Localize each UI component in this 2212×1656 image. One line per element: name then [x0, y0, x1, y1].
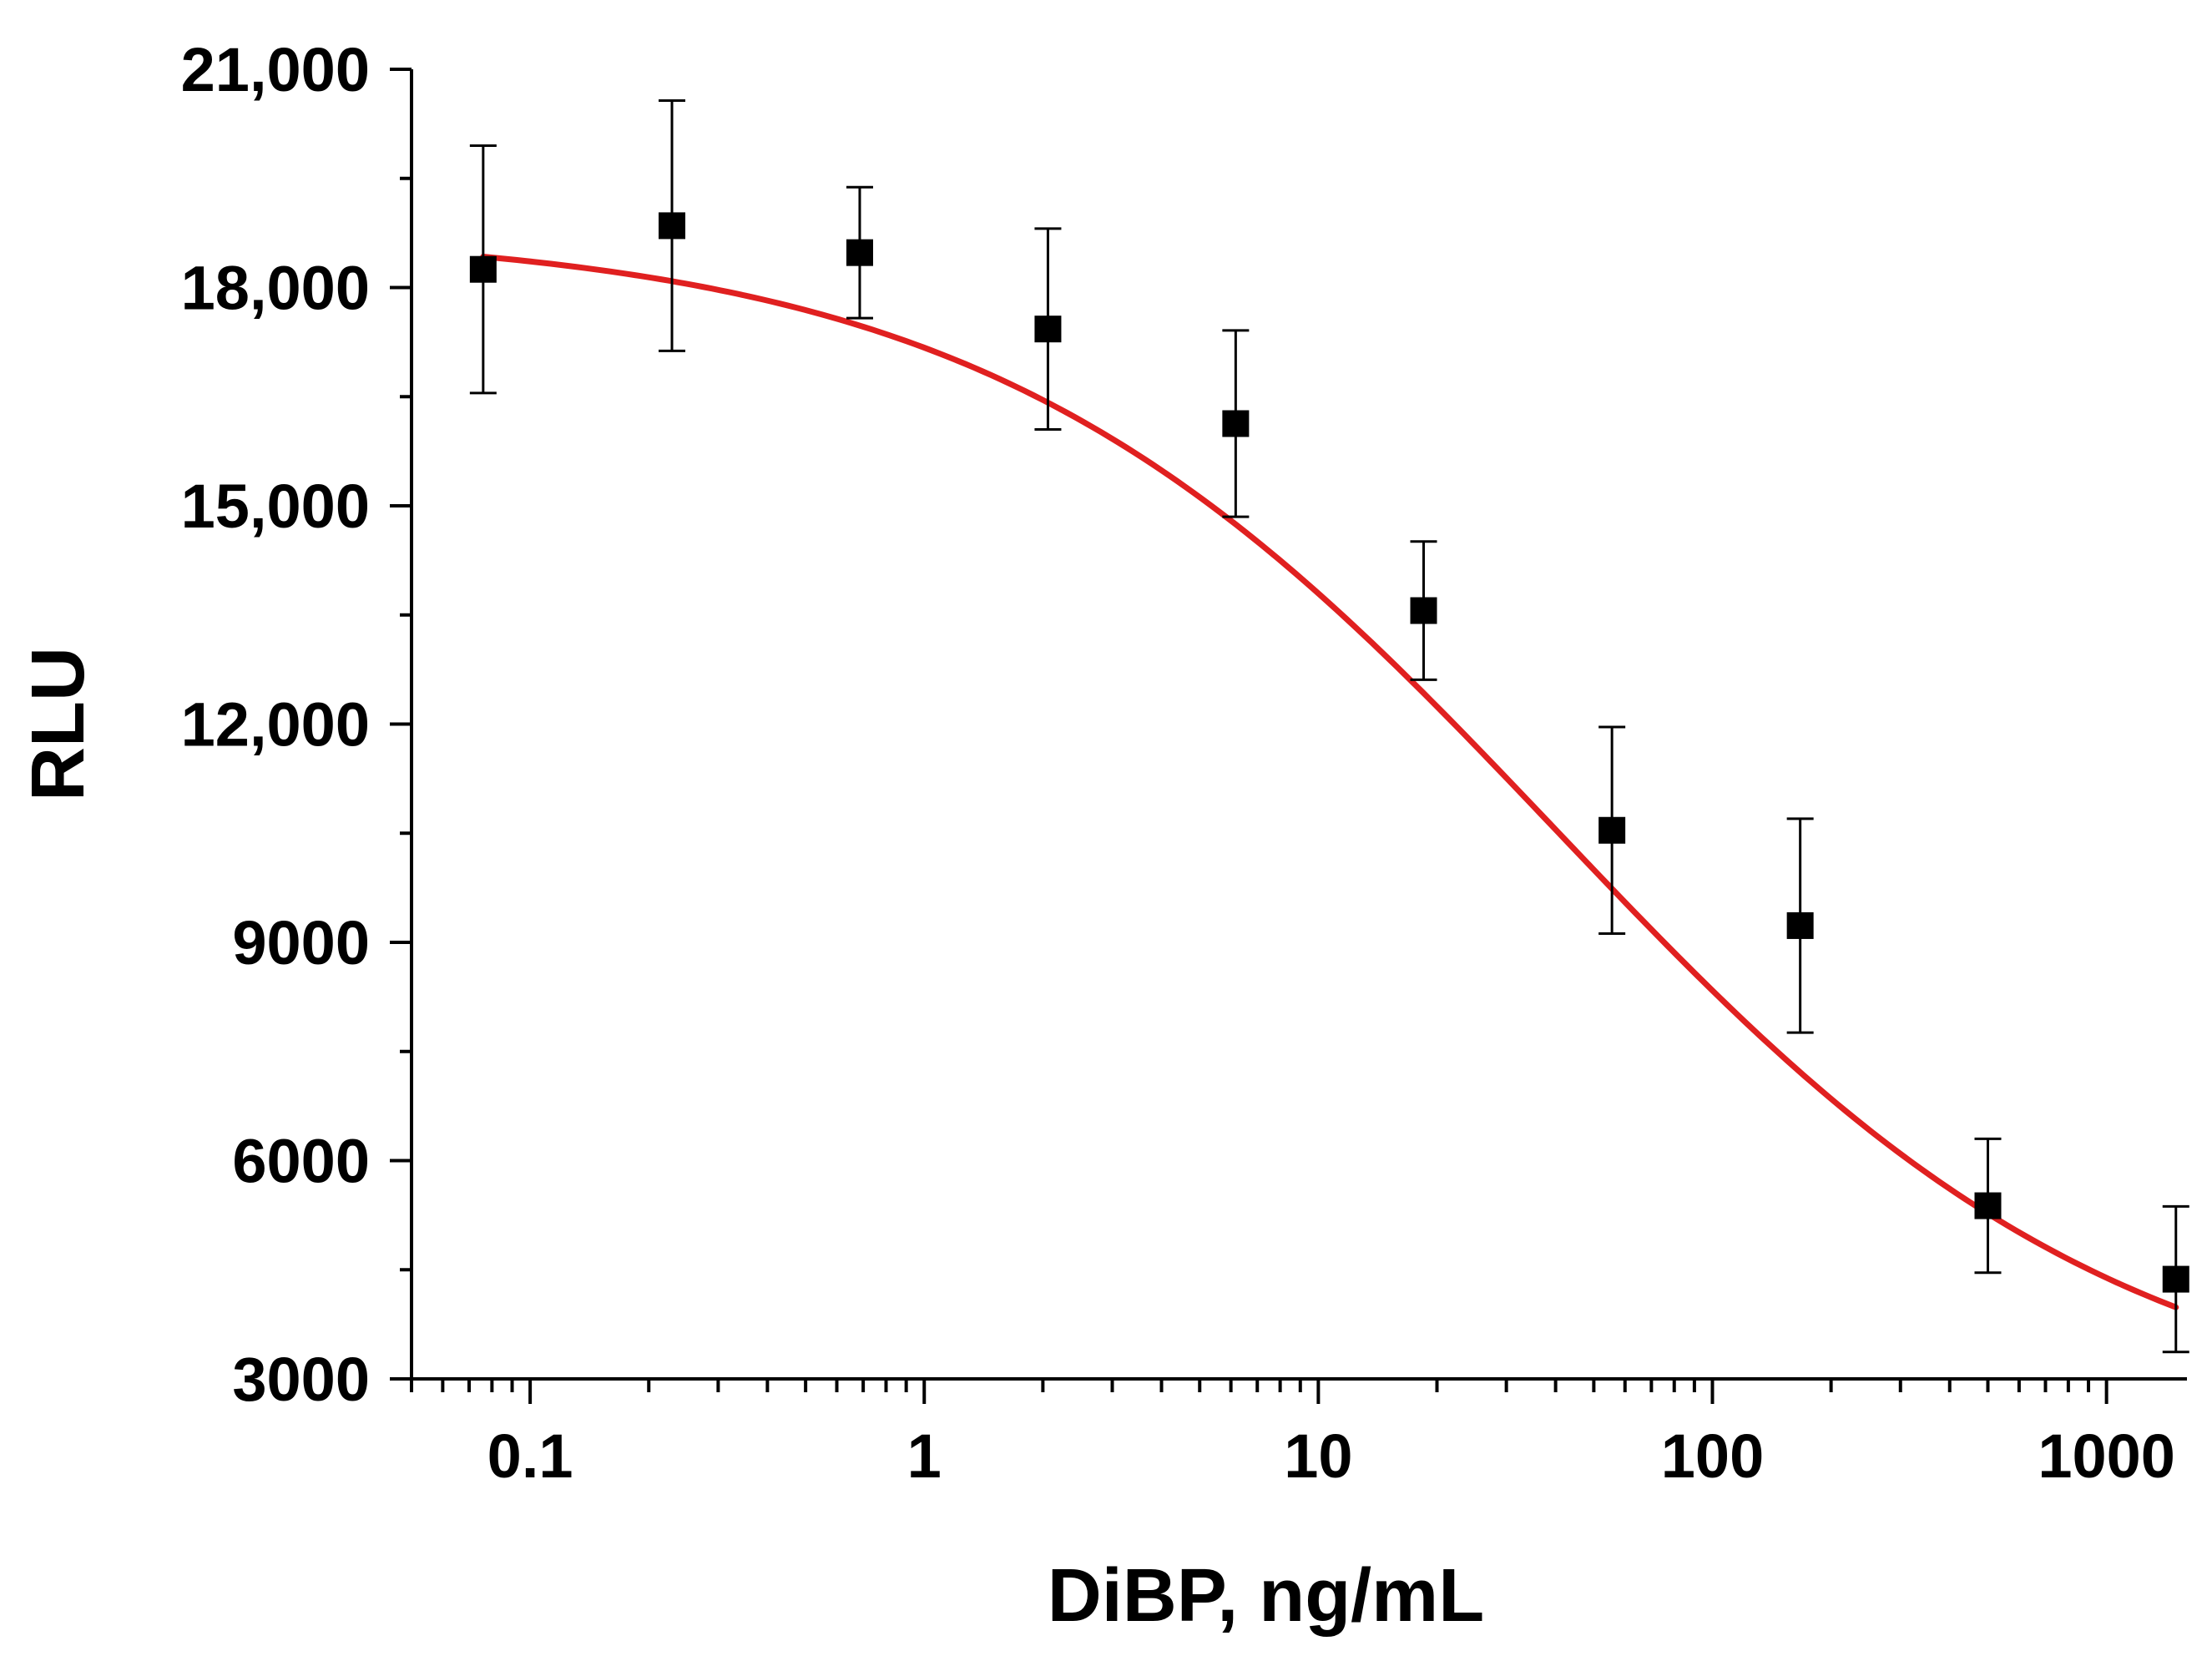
x-tick-label: 10: [1284, 1421, 1352, 1491]
data-point: [659, 212, 686, 240]
data-point: [1598, 816, 1626, 844]
fit-curve: [480, 254, 2179, 1310]
y-tick-label: 3000: [232, 1345, 370, 1414]
data-point: [469, 255, 497, 283]
data-point: [1222, 410, 1250, 437]
axes: [410, 69, 2187, 1381]
data-point: [1034, 316, 1062, 343]
data-point: [1786, 911, 1814, 939]
y-axis-title: RLU: [17, 647, 100, 801]
x-tick-label: 0.1: [487, 1421, 573, 1491]
error-bars: [469, 98, 2189, 1354]
y-tick-label: 12,000: [181, 690, 370, 760]
y-tick-label: 21,000: [181, 35, 370, 104]
data-point: [1974, 1192, 2002, 1219]
data-markers: [469, 212, 2189, 1293]
y-tick-label: 15,000: [181, 472, 370, 541]
y-tick-label: 9000: [232, 908, 370, 977]
ticks: 3000 6000 9000 12,000 15,000 18,000 21,000 0.1 1…: [181, 35, 2175, 1491]
y-tick-label: 6000: [232, 1127, 370, 1196]
data-point: [2162, 1265, 2189, 1293]
y-tick-label: 18,000: [181, 254, 370, 323]
x-tick-label: 1000: [2038, 1421, 2175, 1491]
x-tick-label: 1: [907, 1421, 942, 1491]
x-axis-title: DiBP, ng/mL: [1048, 1554, 1484, 1638]
data-point: [846, 239, 873, 266]
data-point: [1410, 597, 1437, 624]
x-tick-label: 100: [1661, 1421, 1764, 1491]
